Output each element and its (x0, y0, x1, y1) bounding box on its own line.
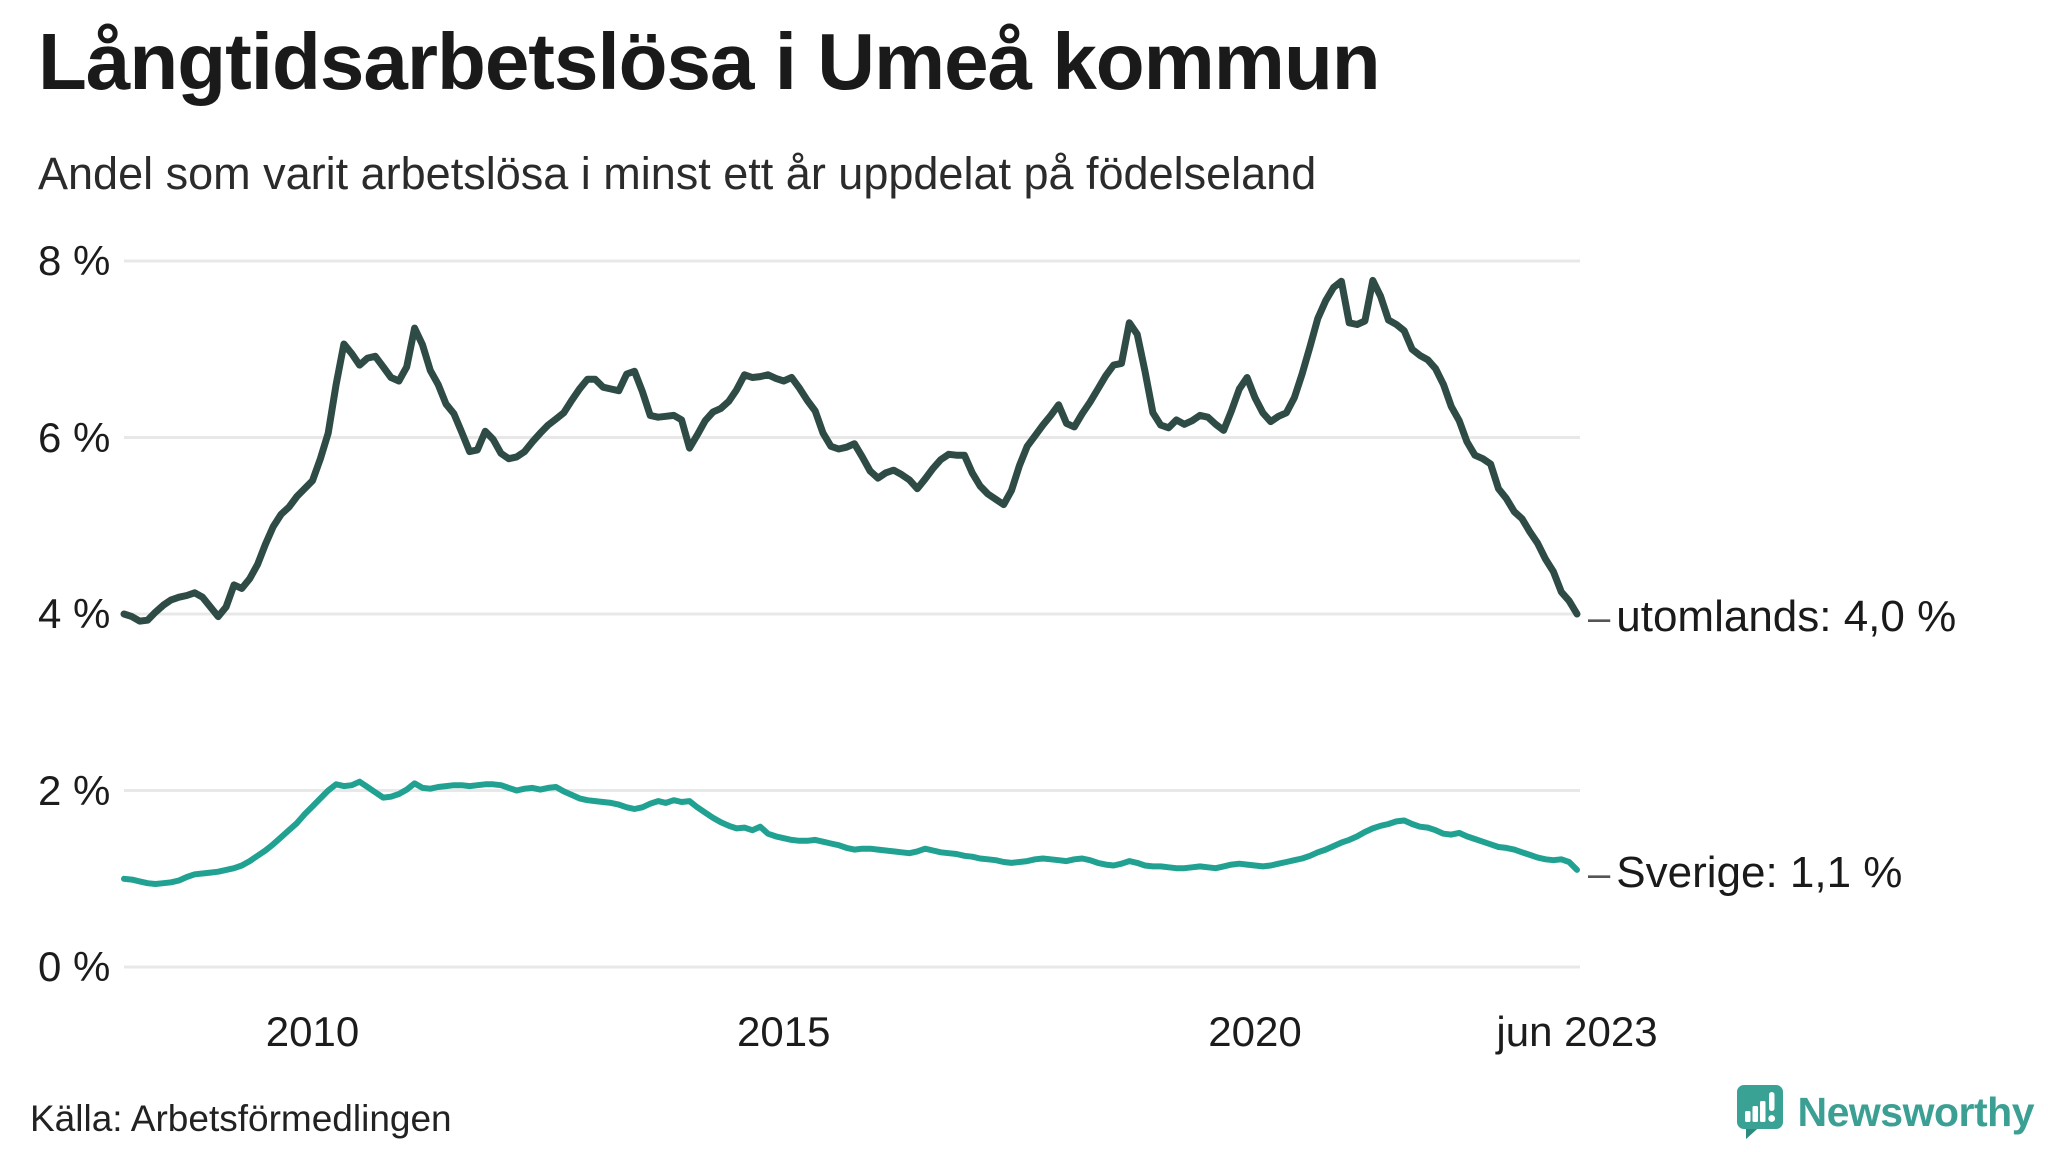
x-axis-tick-label: jun 2023 (1496, 1008, 1658, 1055)
leader-dash-icon: – (1588, 596, 1611, 640)
series-end-label-Sverige: – Sverige: 1,1 % (1588, 848, 1902, 898)
chart-subtitle: Andel som varit arbetslösa i minst ett å… (38, 148, 1317, 199)
newsworthy-wordmark: Newsworthy (1797, 1088, 2035, 1135)
y-axis-tick-label: 4 % (38, 590, 111, 637)
series-end-label-utomlands: – utomlands: 4,0 % (1588, 592, 1956, 642)
series-end-label-text: Sverige: 1,1 % (1616, 847, 1903, 897)
x-axis-tick-label: 2015 (737, 1008, 831, 1055)
page-title: Långtidsarbetslösa i Umeå kommun (38, 17, 1381, 106)
y-axis-tick-label: 8 % (38, 237, 111, 284)
x-axis-tick-label: 2020 (1208, 1008, 1302, 1055)
newsworthy-logo[interactable]: Newsworthy (1736, 1084, 2035, 1140)
series-end-label-text: utomlands: 4,0 % (1616, 592, 1957, 641)
source-note: Källa: Arbetsförmedlingen (30, 1098, 452, 1139)
newsworthy-speech-bubble-icon (1736, 1084, 1784, 1140)
series-line-Sverige (121, 778, 1580, 887)
y-axis-tick-label: 6 % (38, 413, 111, 461)
y-axis-tick-label: 0 % (38, 943, 111, 990)
y-axis-tick-label: 2 % (38, 766, 111, 814)
x-axis-tick-label: 2010 (265, 1008, 360, 1055)
leader-dash-icon: – (1588, 851, 1611, 896)
series-line-utomlands (120, 276, 1581, 625)
